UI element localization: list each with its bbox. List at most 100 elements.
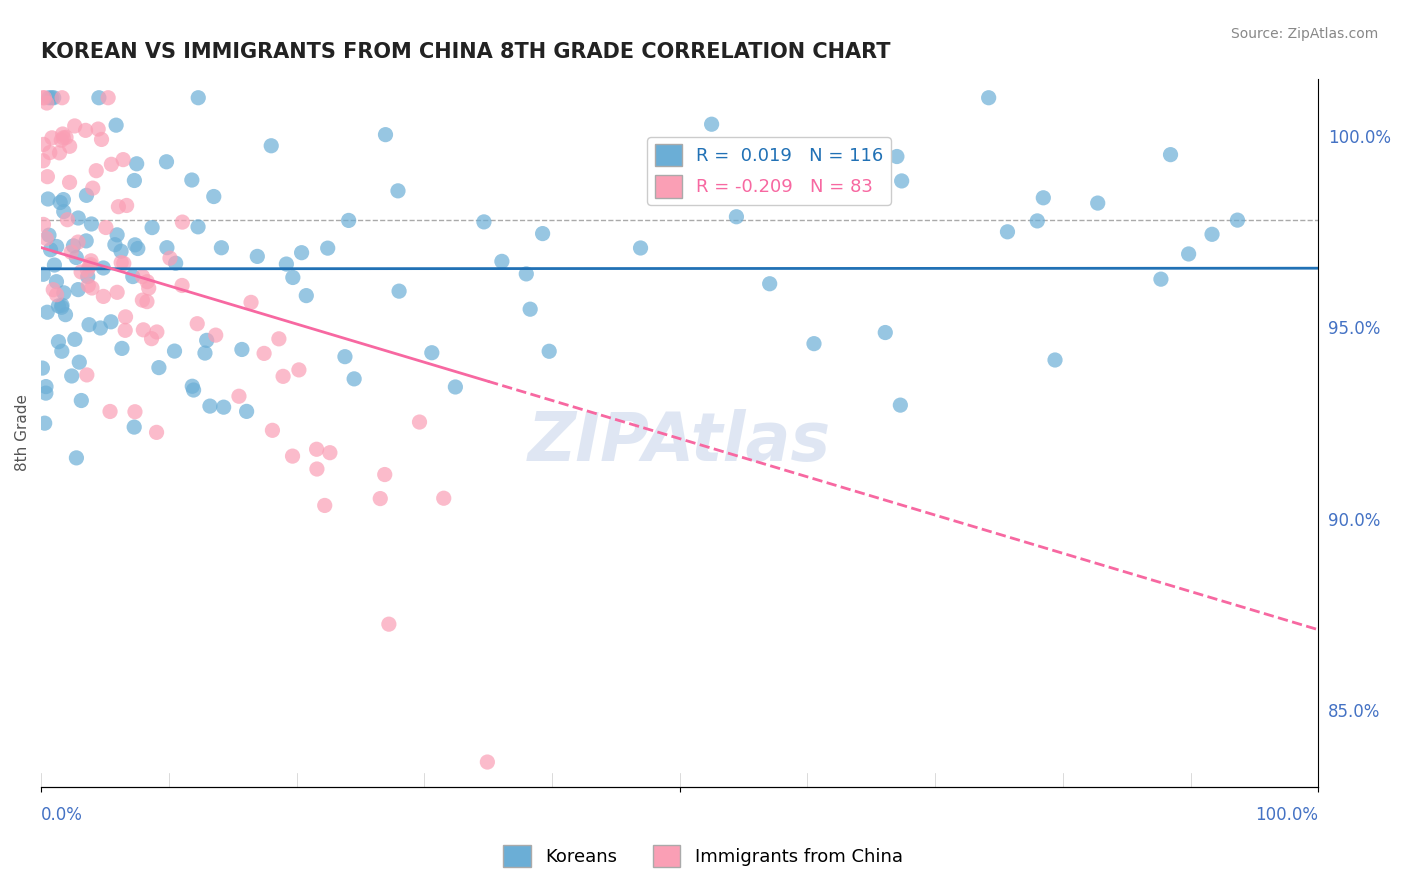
Koreans (35, 379, 58, 393)
Koreans (156, 241, 179, 255)
Koreans (246, 249, 269, 263)
Immigrants from China (131, 269, 153, 284)
Immigrants from China (66, 235, 89, 249)
Koreans (1226, 213, 1249, 227)
Koreans (70, 393, 93, 408)
Koreans (977, 91, 1000, 105)
Y-axis label: 8th Grade: 8th Grade (15, 394, 30, 471)
Immigrants from China (204, 328, 226, 343)
Koreans (67, 283, 90, 297)
Koreans (997, 225, 1019, 239)
Immigrants from China (136, 294, 159, 309)
Koreans (49, 195, 72, 210)
Immigrants from China (87, 122, 110, 136)
Koreans (127, 242, 149, 256)
Immigrants from China (100, 157, 122, 171)
Koreans (374, 128, 396, 142)
Koreans (52, 285, 75, 300)
Koreans (65, 450, 87, 465)
Immigrants from China (112, 153, 135, 167)
Immigrants from China (115, 198, 138, 212)
Koreans (121, 269, 143, 284)
Immigrants from China (80, 258, 103, 272)
Immigrants from China (93, 289, 115, 303)
Koreans (148, 360, 170, 375)
Immigrants from China (319, 446, 342, 460)
Koreans (235, 404, 257, 418)
Koreans (105, 227, 128, 242)
Immigrants from China (38, 145, 60, 160)
Immigrants from China (433, 491, 456, 506)
Koreans (231, 343, 253, 357)
Immigrants from China (112, 256, 135, 270)
Koreans (67, 211, 90, 225)
Immigrants from China (368, 491, 391, 506)
Immigrants from China (170, 278, 193, 293)
Immigrants from China (31, 91, 53, 105)
Immigrants from China (378, 617, 401, 632)
Koreans (165, 256, 187, 270)
Koreans (48, 334, 70, 349)
Koreans (100, 315, 122, 329)
Koreans (725, 210, 748, 224)
Koreans (195, 334, 218, 348)
Koreans (87, 91, 110, 105)
Koreans (700, 117, 723, 131)
Koreans (141, 220, 163, 235)
Koreans (39, 243, 62, 257)
Koreans (155, 154, 177, 169)
Koreans (388, 284, 411, 298)
Koreans (63, 332, 86, 346)
Immigrants from China (45, 287, 67, 301)
Immigrants from China (253, 346, 276, 360)
Koreans (212, 400, 235, 414)
Koreans (194, 346, 217, 360)
Koreans (105, 118, 128, 132)
Koreans (519, 302, 541, 317)
Koreans (122, 420, 145, 434)
Koreans (1201, 227, 1223, 242)
Koreans (51, 300, 73, 314)
Koreans (180, 173, 202, 187)
Immigrants from China (114, 323, 136, 337)
Koreans (444, 380, 467, 394)
Koreans (45, 239, 67, 253)
Koreans (420, 345, 443, 359)
Immigrants from China (262, 423, 284, 437)
Koreans (343, 372, 366, 386)
Koreans (183, 383, 205, 397)
Koreans (1087, 196, 1109, 211)
Koreans (104, 237, 127, 252)
Text: 100.0%: 100.0% (1256, 806, 1319, 824)
Koreans (276, 257, 298, 271)
Koreans (333, 350, 356, 364)
Koreans (1043, 353, 1066, 368)
Immigrants from China (82, 181, 104, 195)
Koreans (803, 336, 825, 351)
Koreans (45, 275, 67, 289)
Immigrants from China (107, 200, 129, 214)
Koreans (281, 270, 304, 285)
Immigrants from China (145, 425, 167, 440)
Koreans (538, 344, 561, 359)
Koreans (630, 241, 652, 255)
Koreans (187, 91, 209, 105)
Koreans (41, 91, 63, 105)
Immigrants from China (94, 220, 117, 235)
Immigrants from China (32, 137, 55, 152)
Text: Source: ZipAtlas.com: Source: ZipAtlas.com (1230, 27, 1378, 41)
Koreans (34, 416, 56, 430)
Koreans (31, 361, 53, 376)
Legend: Koreans, Immigrants from China: Koreans, Immigrants from China (496, 838, 910, 874)
Koreans (111, 342, 134, 356)
Koreans (89, 321, 111, 335)
Immigrants from China (114, 310, 136, 324)
Koreans (742, 174, 765, 188)
Koreans (125, 157, 148, 171)
Immigrants from China (32, 153, 55, 168)
Immigrants from China (34, 91, 56, 105)
Immigrants from China (305, 442, 328, 457)
Koreans (260, 138, 283, 153)
Text: 0.0%: 0.0% (41, 806, 83, 824)
Immigrants from China (75, 123, 97, 137)
